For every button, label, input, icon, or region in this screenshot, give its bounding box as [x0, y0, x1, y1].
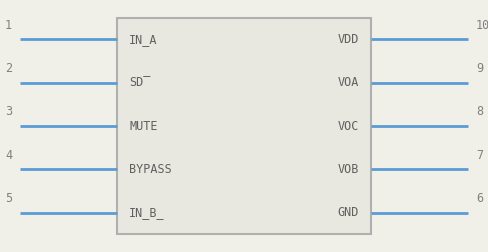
- Text: SD̅: SD̅: [129, 76, 151, 89]
- Text: 6: 6: [476, 192, 483, 205]
- Text: 10: 10: [476, 19, 488, 32]
- Text: 8: 8: [476, 105, 483, 118]
- Text: GND: GND: [337, 206, 359, 219]
- Text: 5: 5: [5, 192, 12, 205]
- Text: 9: 9: [476, 62, 483, 75]
- Text: VOC: VOC: [337, 119, 359, 133]
- Text: VOB: VOB: [337, 163, 359, 176]
- Bar: [117, 18, 371, 234]
- Text: BYPASS: BYPASS: [129, 163, 172, 176]
- Text: VOA: VOA: [337, 76, 359, 89]
- Text: 1: 1: [5, 19, 12, 32]
- Text: 7: 7: [476, 149, 483, 162]
- Text: IN_B̲: IN_B̲: [129, 206, 165, 219]
- Text: VDD: VDD: [337, 33, 359, 46]
- Text: MUTE: MUTE: [129, 119, 158, 133]
- Text: 4: 4: [5, 149, 12, 162]
- Text: 3: 3: [5, 105, 12, 118]
- Text: 2: 2: [5, 62, 12, 75]
- Text: IN_A: IN_A: [129, 33, 158, 46]
